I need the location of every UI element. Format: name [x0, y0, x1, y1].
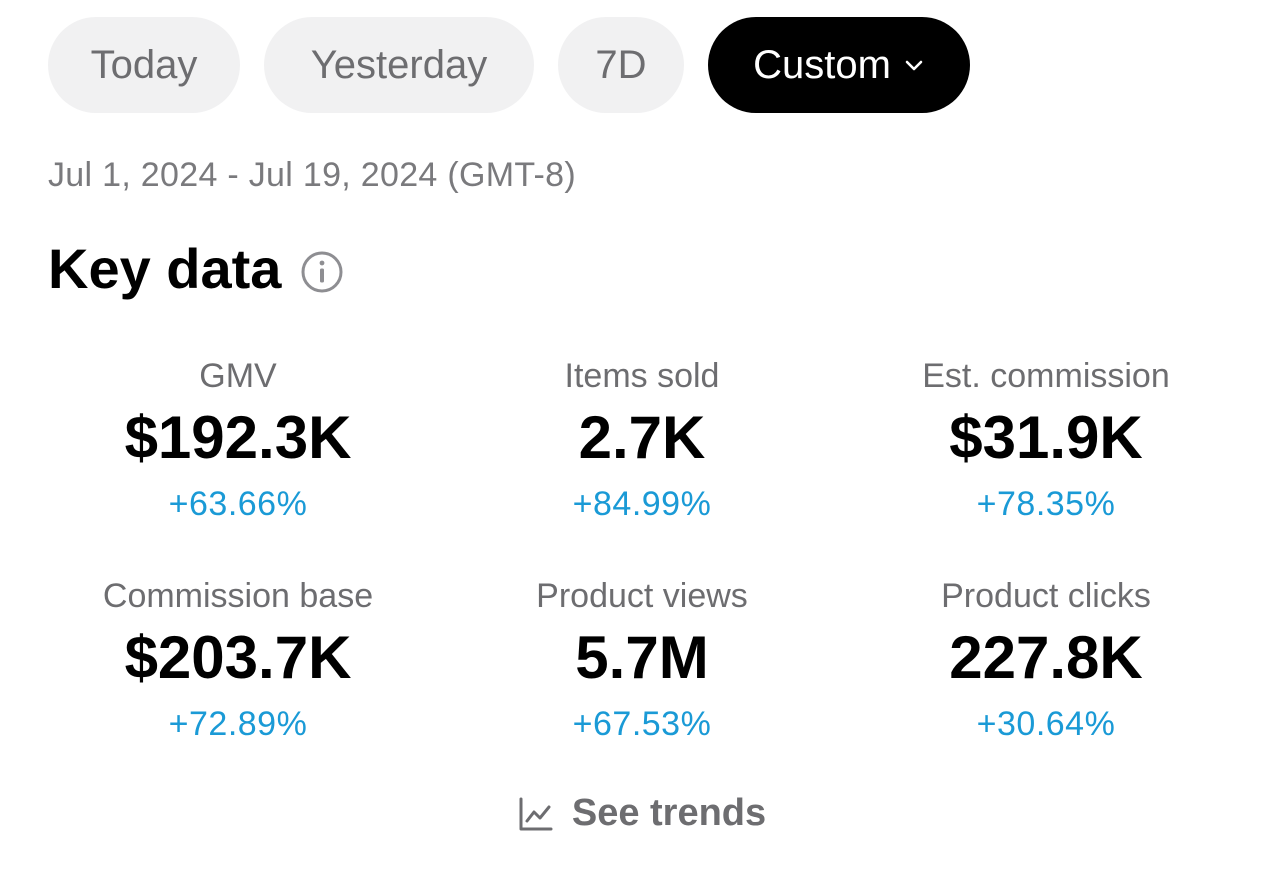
metric-label: Product clicks	[941, 577, 1151, 615]
metric-label: Product views	[536, 577, 748, 615]
metric-est-commission: Est. commission $31.9K +78.35%	[844, 352, 1248, 572]
metric-value: $203.7K	[124, 624, 352, 691]
see-trends-label: See trends	[571, 792, 767, 834]
metric-label: GMV	[199, 357, 277, 395]
metric-value: $192.3K	[124, 404, 352, 471]
metric-change: +72.89%	[168, 705, 308, 743]
metric-value: 2.7K	[578, 404, 706, 471]
metrics-grid: GMV $192.3K +63.66% Items sold 2.7K +84.…	[36, 352, 1248, 792]
metric-change: +30.64%	[976, 705, 1116, 743]
filter-7d-button[interactable]: 7D	[558, 17, 684, 113]
filter-custom-dropdown[interactable]: Custom	[708, 17, 970, 113]
metric-items-sold: Items sold 2.7K +84.99%	[440, 352, 844, 572]
metric-label: Est. commission	[922, 357, 1170, 395]
filter-today-button[interactable]: Today	[48, 17, 240, 113]
date-filter-chips: Today Yesterday 7D Custom	[48, 17, 970, 113]
section-title: Key data	[48, 237, 282, 300]
metric-change: +67.53%	[572, 705, 712, 743]
metric-label: Items sold	[564, 357, 720, 395]
metric-change: +63.66%	[168, 485, 308, 523]
metric-product-views: Product views 5.7M +67.53%	[440, 572, 844, 792]
metric-value: 227.8K	[949, 624, 1143, 691]
metric-commission-base: Commission base $203.7K +72.89%	[36, 572, 440, 792]
metric-value: $31.9K	[949, 404, 1143, 471]
metric-gmv: GMV $192.3K +63.66%	[36, 352, 440, 572]
chevron-down-icon	[903, 54, 925, 76]
filter-yesterday-button[interactable]: Yesterday	[264, 17, 534, 113]
metric-change: +84.99%	[572, 485, 712, 523]
key-data-header: Key data	[48, 236, 345, 301]
date-range-text: Jul 1, 2024 - Jul 19, 2024 (GMT-8)	[48, 156, 577, 194]
filter-custom-label: Custom	[753, 42, 891, 87]
metric-product-clicks: Product clicks 227.8K +30.64%	[844, 572, 1248, 792]
see-trends-button[interactable]: See trends	[0, 792, 1284, 835]
metric-label: Commission base	[102, 577, 374, 615]
line-chart-icon	[519, 797, 553, 830]
metric-change: +78.35%	[976, 485, 1116, 523]
info-icon[interactable]	[299, 249, 345, 295]
metric-value: 5.7M	[575, 624, 709, 691]
